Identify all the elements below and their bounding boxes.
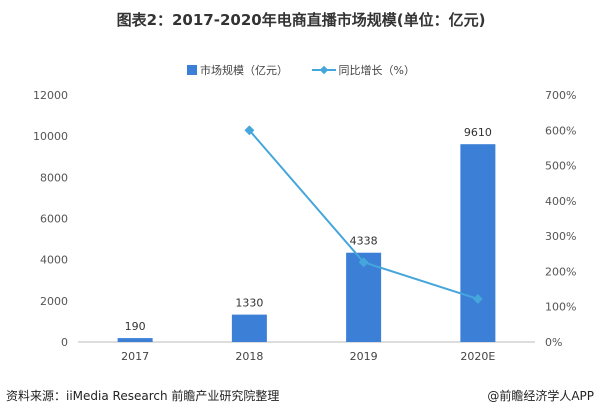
y-tick-label: 2000 <box>40 295 68 308</box>
x-tick-label: 2019 <box>350 350 378 363</box>
growth-point <box>472 294 483 304</box>
bar-data-label: 4338 <box>350 235 378 248</box>
y-tick-label: 4000 <box>40 254 68 267</box>
y2-tick-label: 400% <box>545 195 576 208</box>
growth-point <box>358 257 369 268</box>
y-tick-label: 12000 <box>33 89 68 102</box>
y2-tick-label: 300% <box>545 230 576 243</box>
y-tick-label: 10000 <box>33 130 68 143</box>
bar <box>231 314 267 342</box>
y-tick-label: 8000 <box>40 171 68 184</box>
bar <box>460 144 496 342</box>
brand-note: @前瞻经济学人APP <box>487 389 594 403</box>
bar-data-label: 190 <box>125 320 146 333</box>
y2-tick-label: 500% <box>545 160 576 173</box>
y2-tick-label: 600% <box>545 124 576 137</box>
y2-tick-label: 0% <box>545 336 562 349</box>
x-tick-label: 2020E <box>460 350 495 363</box>
y2-tick-label: 100% <box>545 301 576 314</box>
x-tick-label: 2017 <box>121 350 149 363</box>
bar <box>346 252 382 342</box>
legend-line-swatch <box>311 65 336 75</box>
legend-bar-swatch <box>187 65 198 75</box>
legend-line-label: 同比增长（%） <box>338 64 415 77</box>
legend-bar-label: 市场规模（亿元） <box>200 64 289 77</box>
y2-tick-label: 700% <box>545 89 576 102</box>
source-note: 资料来源：iiMedia Research 前瞻产业研究院整理 <box>6 389 280 403</box>
y-tick-label: 0 <box>61 336 68 349</box>
y-tick-label: 6000 <box>40 213 68 226</box>
bar-data-label: 1330 <box>235 297 263 310</box>
y2-tick-label: 200% <box>545 265 576 278</box>
bar <box>117 338 153 342</box>
x-tick-label: 2018 <box>235 350 263 363</box>
legend: 市场规模（亿元） 同比增长（%） <box>0 62 602 78</box>
bar-data-label: 9610 <box>464 126 492 139</box>
chart-title: 图表2：2017-2020年电商直播市场规模(单位：亿元) <box>116 11 486 29</box>
